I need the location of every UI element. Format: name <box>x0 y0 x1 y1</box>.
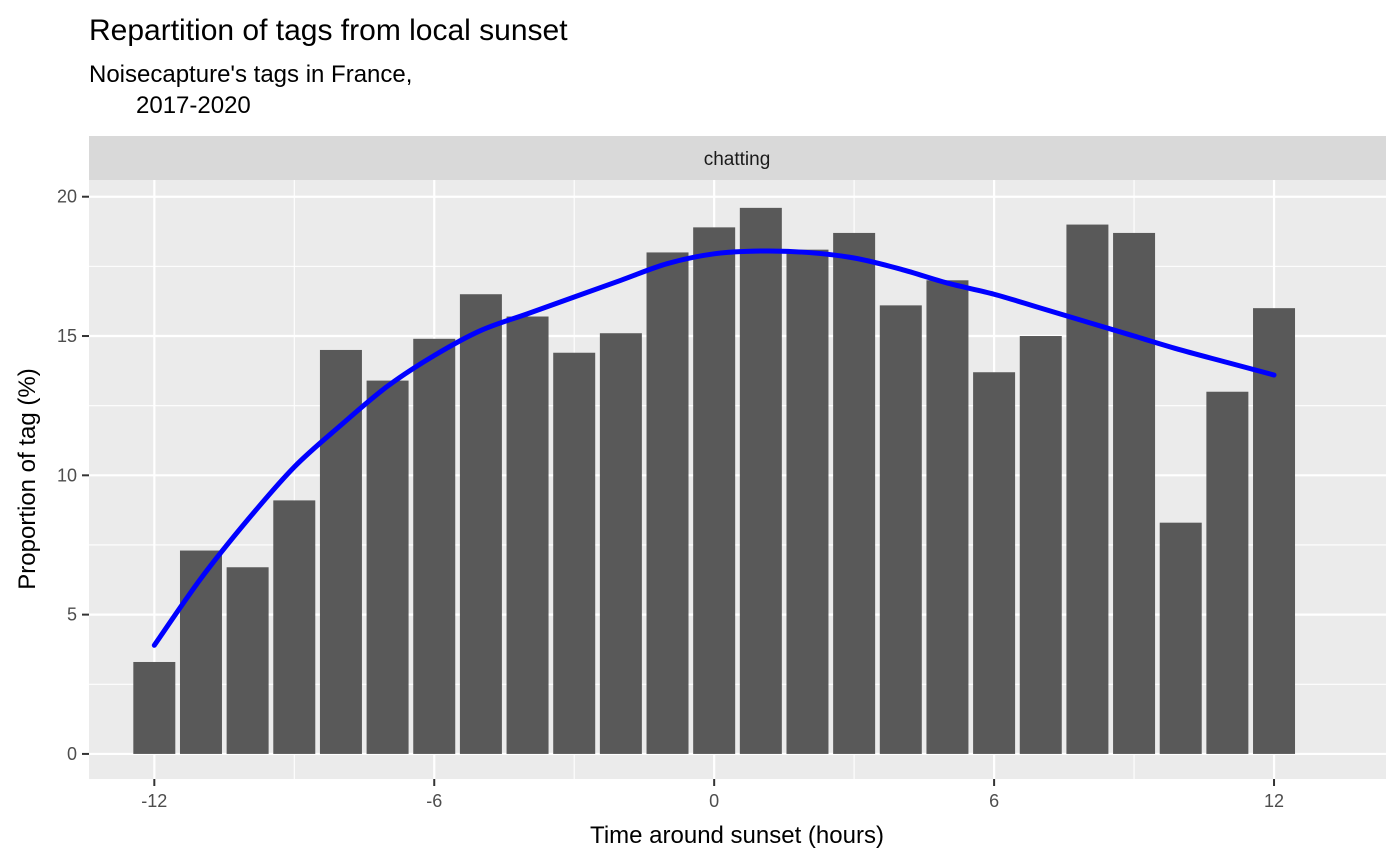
bar <box>459 294 502 754</box>
x-tick-label: 0 <box>709 791 719 811</box>
bar <box>786 249 829 754</box>
bar <box>926 280 969 754</box>
bar <box>553 352 596 754</box>
y-axis: 0 5 10 15 20 <box>57 187 89 764</box>
chart-subtitle-line-1: Noisecapture's tags in France, <box>89 61 412 88</box>
bar <box>879 305 922 754</box>
bar <box>273 500 316 754</box>
chart-subtitle-line-2: 2017-2020 <box>136 92 251 119</box>
bar <box>973 372 1016 754</box>
x-axis: -12 -6 0 6 12 <box>141 779 1284 811</box>
bar <box>179 550 222 754</box>
bar <box>366 380 409 754</box>
bar <box>1066 224 1109 754</box>
x-tick-label: 12 <box>1264 791 1284 811</box>
bar <box>646 252 689 754</box>
y-tick-label: 0 <box>67 744 77 764</box>
bar <box>1019 336 1062 754</box>
y-tick-label: 20 <box>57 187 77 207</box>
bar <box>226 567 269 754</box>
bar <box>833 232 876 754</box>
x-tick-label: -6 <box>426 791 442 811</box>
facet-strip-label: chatting <box>704 149 771 170</box>
y-tick-label: 15 <box>57 326 77 346</box>
smooth-line <box>151 248 1277 648</box>
x-axis-title: Time around sunset (hours) <box>590 822 884 849</box>
chart-title: Repartition of tags from local sunset <box>89 14 568 47</box>
bar <box>1113 232 1156 754</box>
bars <box>133 207 1296 754</box>
bar <box>739 207 782 754</box>
bar <box>599 333 642 754</box>
bar <box>319 349 362 754</box>
x-tick-label: 6 <box>989 791 999 811</box>
bar <box>693 227 736 754</box>
bar <box>413 338 456 754</box>
x-tick-label: -12 <box>141 791 167 811</box>
y-tick-label: 5 <box>67 605 77 625</box>
facet-strip <box>89 136 1386 180</box>
bar <box>1253 308 1296 754</box>
y-axis-title: Proportion of tag (%) <box>14 368 41 589</box>
bar <box>1206 391 1249 754</box>
bar <box>133 661 176 754</box>
bar <box>1159 522 1202 754</box>
y-tick-label: 10 <box>57 465 77 485</box>
bar <box>506 316 549 754</box>
